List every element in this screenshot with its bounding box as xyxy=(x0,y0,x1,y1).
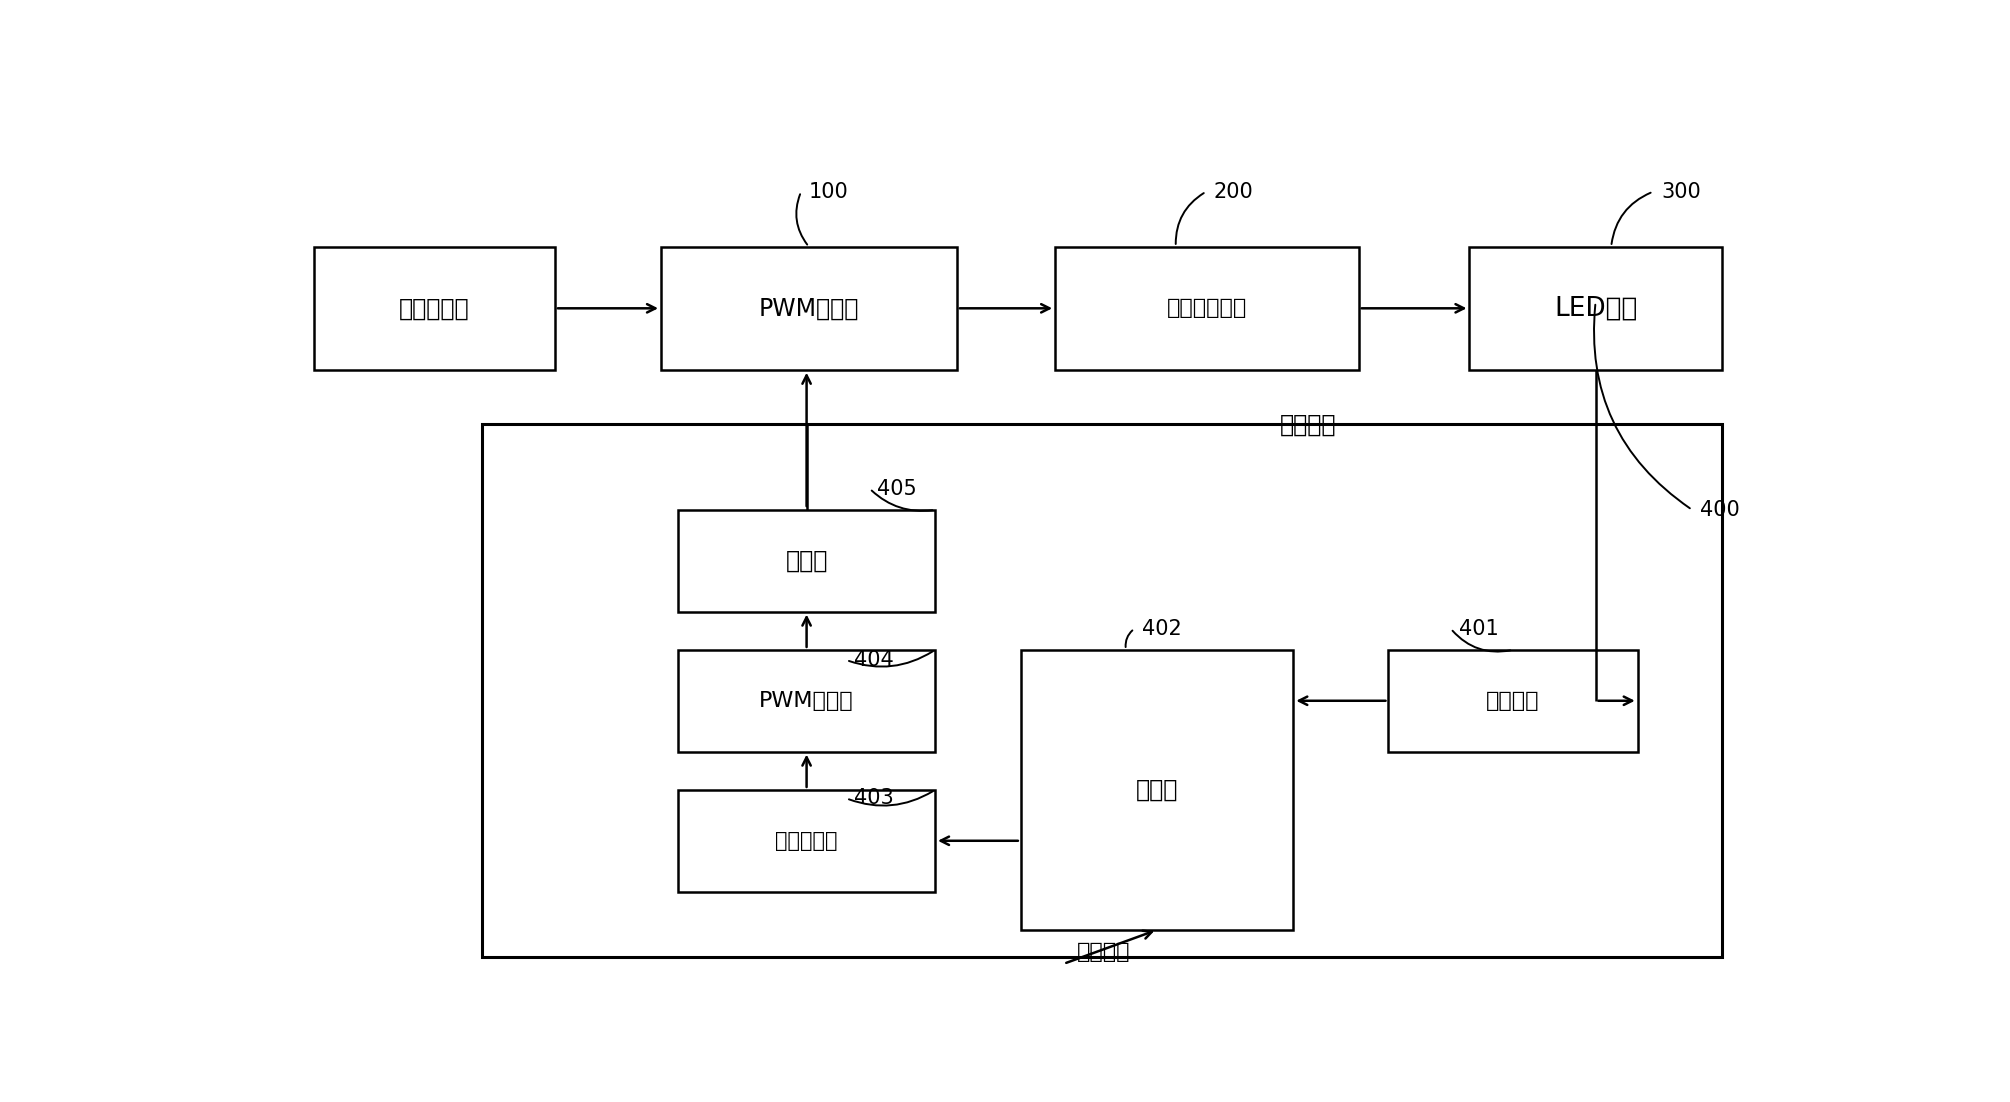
Text: 取样电路: 取样电路 xyxy=(1485,691,1540,711)
Bar xyxy=(661,247,957,370)
Text: 402: 402 xyxy=(1142,618,1182,639)
Text: 电源输入端: 电源输入端 xyxy=(398,296,470,321)
Text: 100: 100 xyxy=(808,182,848,202)
Text: 401: 401 xyxy=(1459,618,1497,639)
Text: 光电耦合器: 光电耦合器 xyxy=(776,831,838,851)
Text: PWM控制器: PWM控制器 xyxy=(760,691,854,711)
Bar xyxy=(677,510,935,612)
Bar xyxy=(677,650,935,752)
Bar xyxy=(482,424,1723,957)
Bar xyxy=(314,247,555,370)
Text: 比较器: 比较器 xyxy=(1136,778,1178,802)
Bar xyxy=(1021,650,1292,930)
Bar xyxy=(1055,247,1359,370)
Text: PWM变压器: PWM变压器 xyxy=(758,296,858,321)
Text: 300: 300 xyxy=(1660,182,1700,202)
Bar xyxy=(1469,247,1723,370)
Text: 基准电压: 基准电压 xyxy=(1077,942,1130,962)
Text: 404: 404 xyxy=(854,650,894,670)
Text: 开关管: 开关管 xyxy=(786,549,828,573)
Bar xyxy=(1389,650,1638,752)
Text: 整流滤波电路: 整流滤波电路 xyxy=(1166,299,1246,318)
Text: 405: 405 xyxy=(878,478,917,498)
Text: LED负载: LED负载 xyxy=(1554,295,1638,322)
Text: 反馈电路: 反馈电路 xyxy=(1280,413,1337,437)
Bar xyxy=(677,790,935,892)
Text: 403: 403 xyxy=(854,788,894,809)
Text: 200: 200 xyxy=(1214,182,1254,202)
Text: 400: 400 xyxy=(1700,500,1741,520)
